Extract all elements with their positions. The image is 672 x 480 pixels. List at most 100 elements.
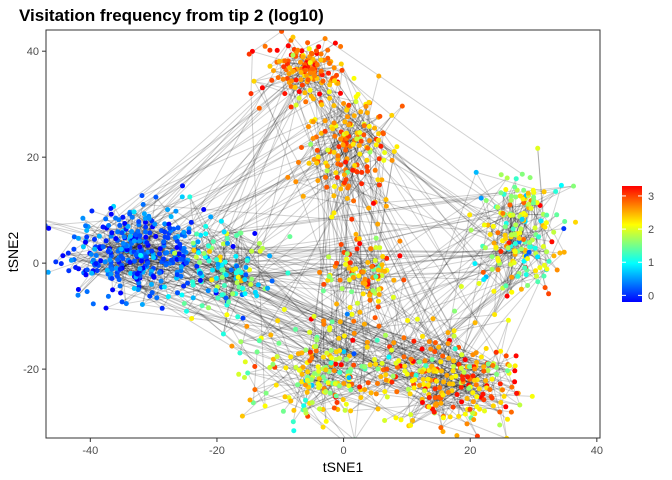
data-point	[102, 259, 108, 265]
data-point	[518, 226, 524, 232]
data-point	[373, 361, 379, 367]
data-point	[307, 87, 313, 93]
data-point	[139, 302, 145, 307]
graph-edge	[354, 140, 530, 243]
graph-edge	[295, 86, 341, 94]
graph-edge	[428, 380, 436, 407]
data-point	[143, 219, 148, 225]
data-point	[535, 254, 541, 260]
data-point	[503, 236, 508, 242]
data-point	[267, 365, 273, 370]
graph-edge	[262, 104, 297, 249]
data-point	[209, 277, 215, 283]
data-point	[465, 374, 471, 380]
data-point	[354, 136, 360, 142]
data-point	[331, 120, 337, 126]
data-point	[317, 91, 323, 97]
data-point	[451, 364, 456, 369]
data-point	[464, 421, 470, 427]
data-point	[490, 403, 496, 409]
graph-edge	[127, 247, 181, 251]
data-point	[152, 221, 158, 227]
data-point	[410, 418, 416, 423]
graph-edge	[253, 80, 300, 99]
data-point	[389, 379, 395, 385]
data-point	[353, 266, 359, 272]
data-point	[383, 372, 389, 378]
data-point	[138, 248, 144, 254]
data-point	[234, 263, 240, 269]
graph-edge	[494, 255, 527, 315]
data-point	[338, 162, 344, 168]
graph-edge	[506, 214, 511, 297]
data-point	[326, 70, 331, 76]
graph-edge	[260, 320, 279, 339]
data-points	[46, 30, 578, 438]
data-point	[356, 143, 362, 148]
data-point	[526, 201, 532, 207]
data-point	[485, 361, 491, 367]
graph-edge	[329, 96, 357, 153]
graph-edge	[272, 364, 305, 406]
data-point	[286, 71, 292, 77]
data-point	[255, 282, 261, 288]
data-point	[181, 283, 187, 289]
graph-edge	[244, 140, 356, 294]
data-point	[432, 349, 438, 355]
graph-edge	[526, 191, 556, 196]
data-point	[75, 287, 81, 292]
data-point	[444, 372, 450, 378]
graph-edge	[235, 93, 341, 274]
data-point	[357, 130, 363, 136]
data-point	[298, 69, 304, 75]
data-point	[370, 288, 376, 294]
data-point	[137, 266, 143, 272]
graph-edge	[517, 228, 564, 235]
data-point	[487, 387, 493, 393]
data-point	[498, 348, 504, 354]
graph-edge	[502, 250, 526, 289]
data-point	[224, 312, 230, 318]
data-point	[275, 75, 281, 81]
data-point	[343, 401, 349, 407]
data-point	[205, 288, 211, 294]
data-point	[100, 244, 106, 250]
data-point	[366, 123, 372, 129]
graph-edge	[287, 60, 378, 384]
graph-edge	[432, 408, 507, 438]
data-point	[391, 149, 397, 154]
data-point	[505, 416, 510, 422]
data-point	[133, 252, 139, 258]
graph-edge	[254, 189, 518, 390]
data-point	[254, 349, 260, 355]
data-point	[391, 277, 397, 283]
graph-edge	[142, 286, 165, 305]
data-point	[440, 392, 446, 398]
data-point	[114, 265, 119, 271]
data-point	[292, 84, 298, 90]
graph-edge	[86, 71, 314, 231]
data-point	[376, 182, 382, 188]
data-point	[312, 73, 318, 79]
data-point	[206, 258, 212, 264]
data-point	[197, 270, 203, 276]
data-point	[140, 202, 146, 207]
data-point	[551, 229, 557, 235]
graph-edge	[250, 70, 303, 95]
graph-edge	[292, 365, 332, 422]
graph-edge	[187, 71, 303, 284]
graph-edge	[429, 370, 489, 398]
data-point	[509, 384, 515, 390]
data-point	[252, 387, 258, 393]
data-point	[495, 258, 501, 264]
graph-edge	[348, 135, 367, 148]
data-point	[519, 216, 525, 222]
graph-edge	[74, 236, 125, 248]
graph-edge	[363, 248, 509, 272]
data-point	[438, 425, 444, 431]
data-point	[84, 267, 90, 273]
graph-edge	[129, 197, 482, 249]
data-point	[53, 259, 59, 265]
data-point	[422, 358, 428, 364]
data-point	[365, 168, 371, 174]
